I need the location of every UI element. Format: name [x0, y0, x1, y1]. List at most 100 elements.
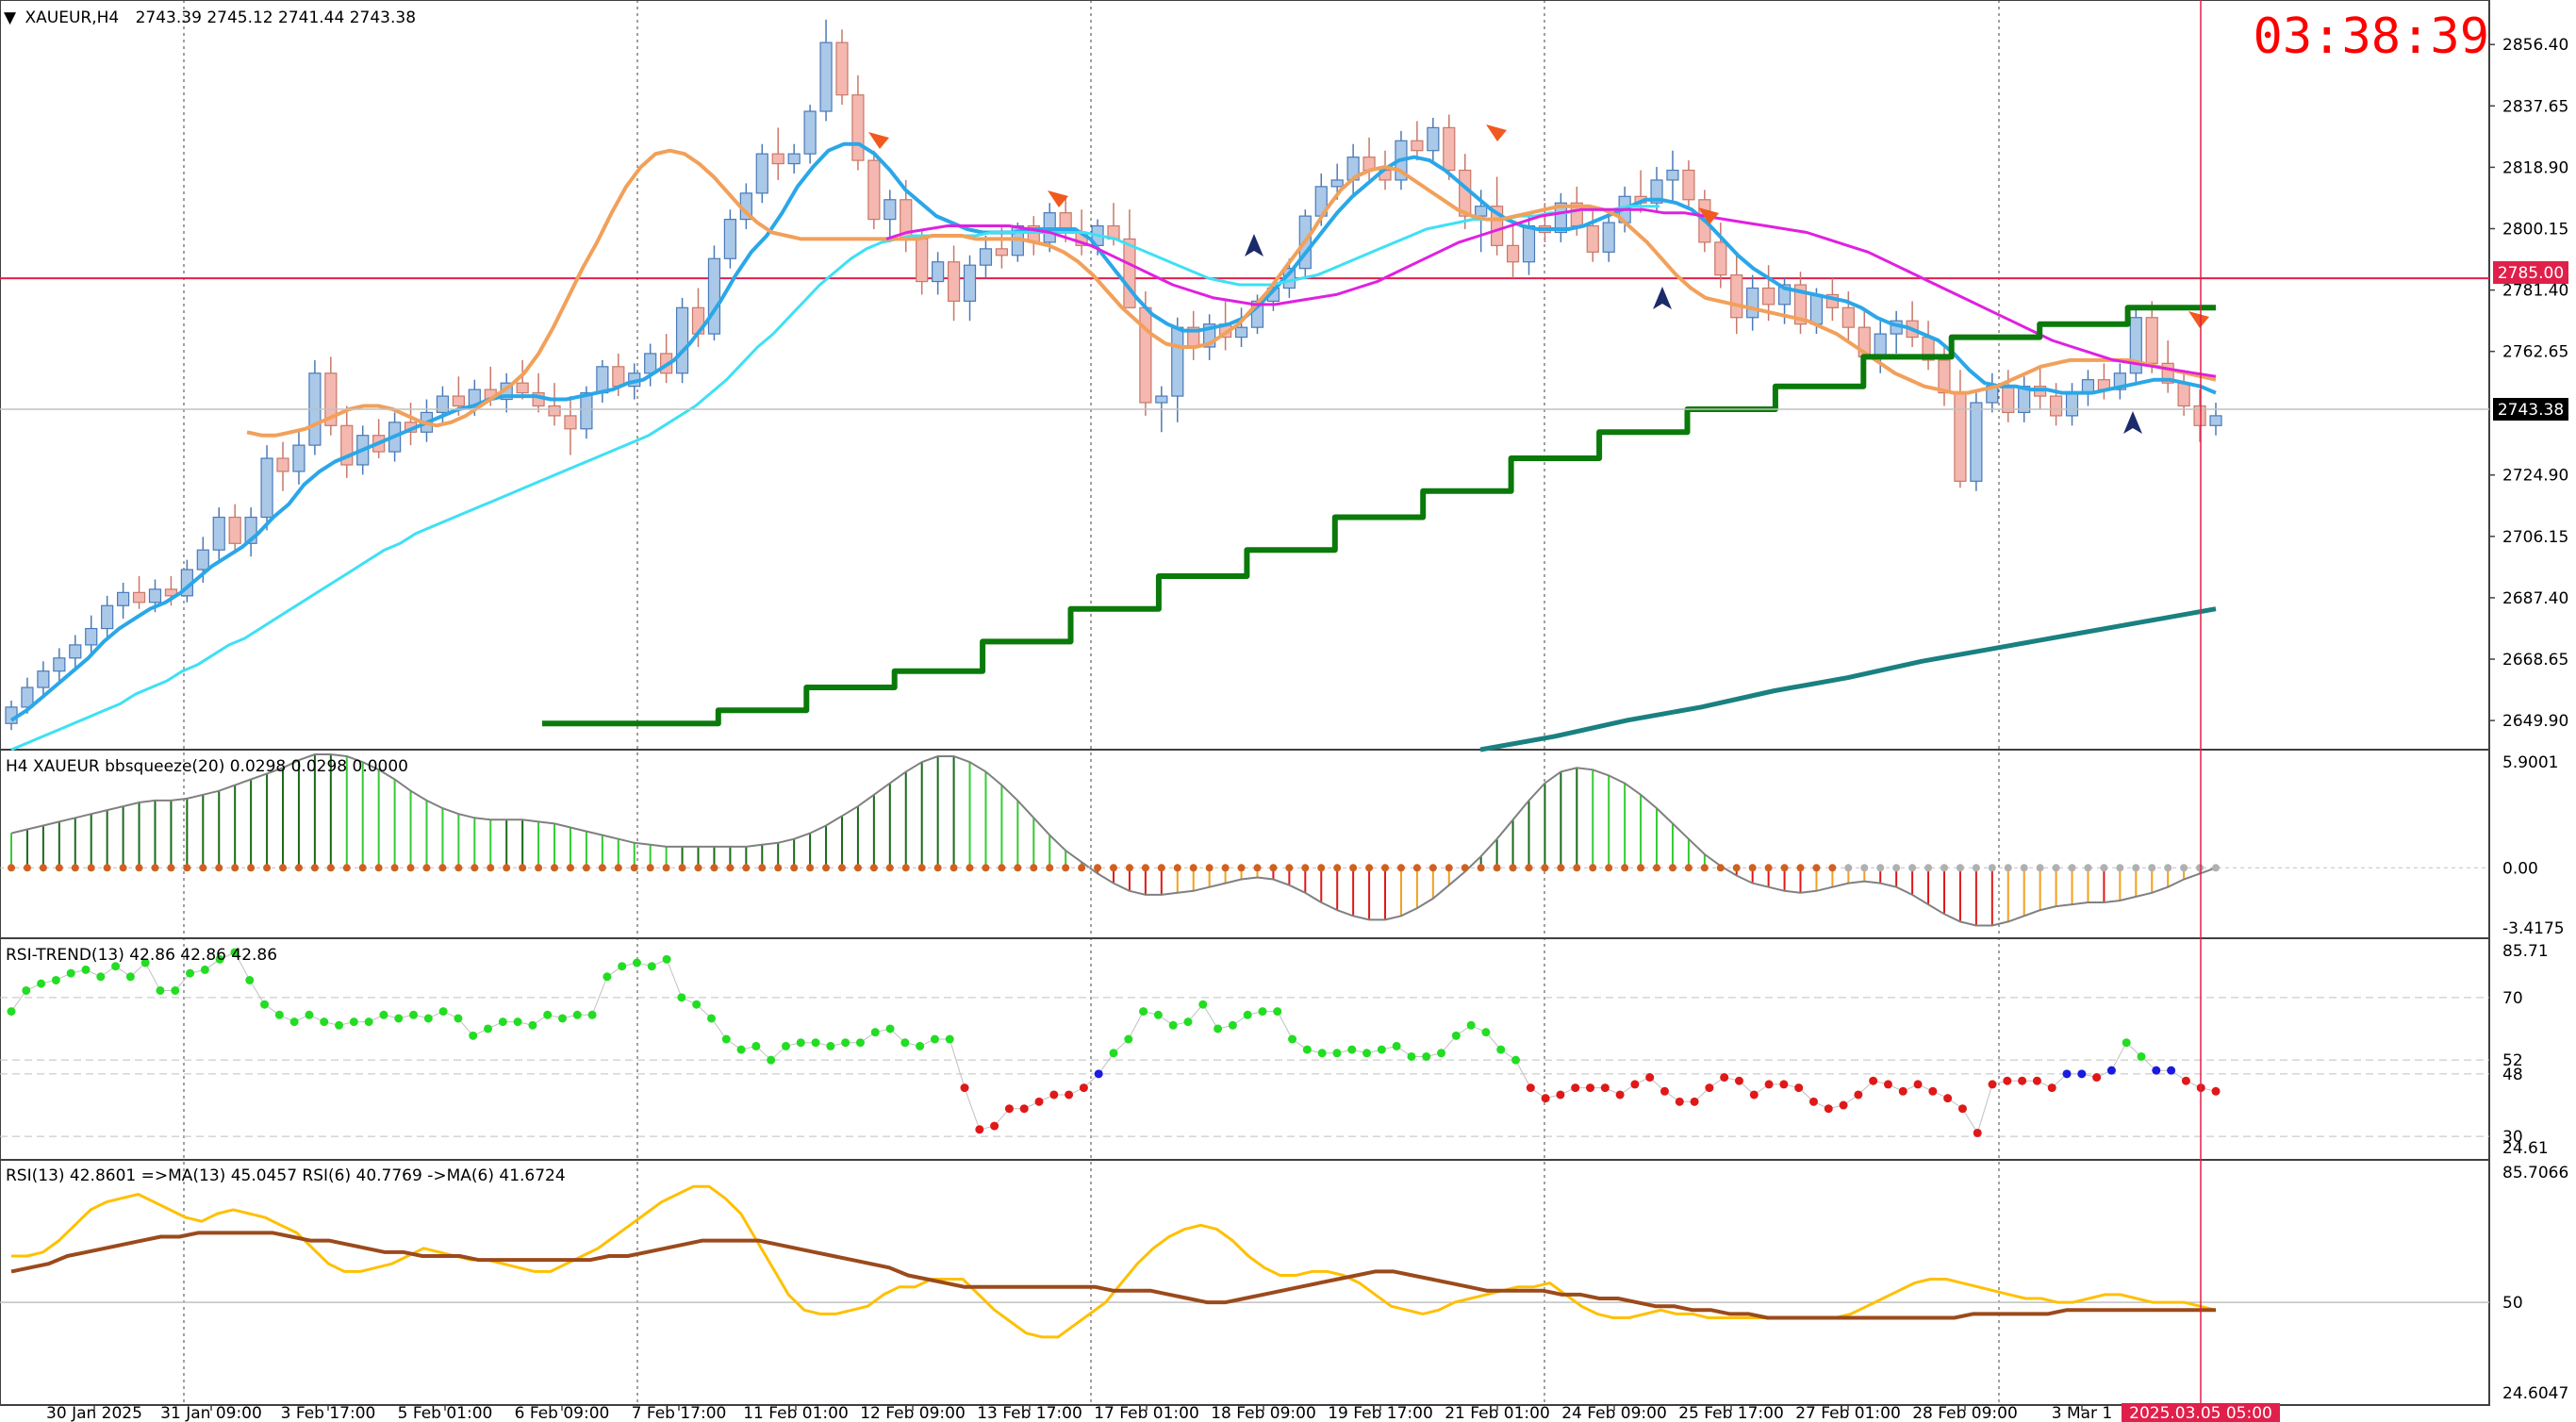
- rsi-trend-dot: [140, 958, 150, 967]
- squeeze-dot: [406, 864, 415, 872]
- vertical-gridlines: [183, 0, 2000, 1405]
- rsi-trend-dot: [870, 1028, 880, 1037]
- squeeze-dot: [1780, 864, 1789, 872]
- squeeze-dot: [1285, 864, 1294, 872]
- rsi-trend-dot: [2092, 1073, 2102, 1083]
- squeeze-dot: [566, 864, 574, 872]
- rsi-trend-dot: [811, 1038, 820, 1048]
- squeeze-dot: [1908, 864, 1917, 872]
- rsi-trend-dot: [1883, 1080, 1892, 1089]
- rsi-trend-dot: [245, 975, 255, 984]
- squeeze-dot: [742, 864, 751, 872]
- candle: [1234, 307, 1248, 347]
- ohlc-values: 2743.39 2745.12 2741.44 2743.38: [136, 8, 416, 27]
- rsi-trend-dot: [855, 1038, 865, 1048]
- candle: [228, 504, 241, 554]
- candle-body: [1938, 359, 1951, 394]
- collapse-triangle-icon[interactable]: ▼: [4, 8, 17, 27]
- rsi-trend-dot: [1764, 1080, 1774, 1089]
- rsi-trend-dot: [1779, 1080, 1789, 1089]
- candle: [276, 441, 289, 491]
- time-tick-label: 21 Feb 01:00: [1445, 1404, 1550, 1422]
- rsi-trend-dot: [1615, 1090, 1625, 1100]
- squeeze-dot: [598, 864, 606, 872]
- squeeze-dot: [310, 864, 319, 872]
- rsi-trend-dot: [7, 1007, 16, 1017]
- candle-body: [2193, 405, 2206, 426]
- candle-body: [21, 686, 34, 708]
- rsi-trend-dot: [1794, 1083, 1804, 1093]
- candle-body: [2065, 391, 2079, 417]
- squeeze-dot: [1892, 864, 1901, 872]
- candle: [308, 359, 322, 455]
- bbsqueeze-panel: [0, 753, 2489, 927]
- rsi-trend-tick-label: 30: [2502, 1128, 2523, 1147]
- candle-body: [1139, 306, 1152, 404]
- squeeze-dot: [1700, 864, 1709, 872]
- candle-body: [963, 264, 977, 302]
- candle-body: [1954, 391, 1967, 482]
- candle-body: [1841, 306, 1855, 328]
- rsi-trend-dot: [379, 1010, 388, 1019]
- squeeze-dot: [535, 864, 543, 872]
- rsi-trend-dot: [2137, 1051, 2146, 1061]
- rsi-trend-dot: [1943, 1094, 1953, 1103]
- rsi-trend-dot: [1928, 1086, 1938, 1096]
- candle-body: [276, 457, 289, 472]
- squeeze-dot: [422, 864, 431, 872]
- squeeze-dot: [726, 864, 735, 872]
- series-line-step: [542, 305, 2216, 727]
- rsi-trend-dot: [1139, 1007, 1148, 1017]
- candle: [2065, 383, 2079, 426]
- squeeze-dot: [1365, 864, 1374, 872]
- squeeze-dot: [885, 864, 894, 872]
- squeeze-dot: [167, 864, 175, 872]
- rsi-trend-dot: [618, 962, 627, 971]
- squeeze-dot: [1428, 864, 1437, 872]
- squeeze-dot: [8, 864, 15, 872]
- squeeze-dot: [1541, 864, 1549, 872]
- squeeze-dot: [1605, 864, 1613, 872]
- squeeze-dot: [933, 864, 942, 872]
- rsi-trend-panel: [0, 948, 2489, 1137]
- rsi-trend-dot: [1214, 1024, 1223, 1033]
- rsi-trend-dot: [260, 1000, 270, 1009]
- candle-body: [1682, 169, 1695, 201]
- squeeze-dot: [806, 864, 815, 872]
- rsi-trend-dot: [96, 972, 106, 982]
- candle-body: [1666, 169, 1679, 181]
- squeeze-dot: [1173, 864, 1181, 872]
- candle-body: [85, 627, 98, 646]
- candle: [883, 190, 897, 242]
- rsi-trend-dot: [945, 1034, 954, 1044]
- candle: [2129, 307, 2142, 384]
- squeeze-dot: [1157, 864, 1165, 872]
- rsi-trend-dot: [930, 1034, 939, 1044]
- rsi-trend-dot: [274, 1010, 284, 1019]
- price-tick-label: 2649.90: [2502, 712, 2568, 731]
- squeeze-dot: [2180, 864, 2188, 872]
- squeeze-dot: [103, 864, 111, 872]
- squeeze-dot: [630, 864, 638, 872]
- rsi-trend-dot: [111, 962, 121, 971]
- candle-body: [53, 657, 66, 672]
- squeeze-dot: [1477, 864, 1485, 872]
- rsi-trend-dot: [1645, 1073, 1655, 1083]
- squeeze-dot: [326, 864, 335, 872]
- rsi-trend-dot: [1660, 1086, 1669, 1096]
- rsi-trend-dot: [603, 972, 612, 982]
- candle-body: [835, 41, 849, 96]
- candle-body: [787, 153, 801, 165]
- candle: [803, 105, 817, 164]
- price-tick-label: 2762.65: [2502, 343, 2568, 362]
- time-tick-label: 31 Jan 09:00: [160, 1404, 262, 1422]
- candle-body: [1443, 126, 1456, 172]
- squeeze-dot: [2036, 864, 2044, 872]
- squeeze-dot: [390, 864, 399, 872]
- candle: [723, 209, 736, 269]
- candle-body: [1475, 206, 1488, 217]
- candle: [947, 245, 961, 322]
- squeeze-dot: [1972, 864, 1980, 872]
- candle: [580, 386, 593, 439]
